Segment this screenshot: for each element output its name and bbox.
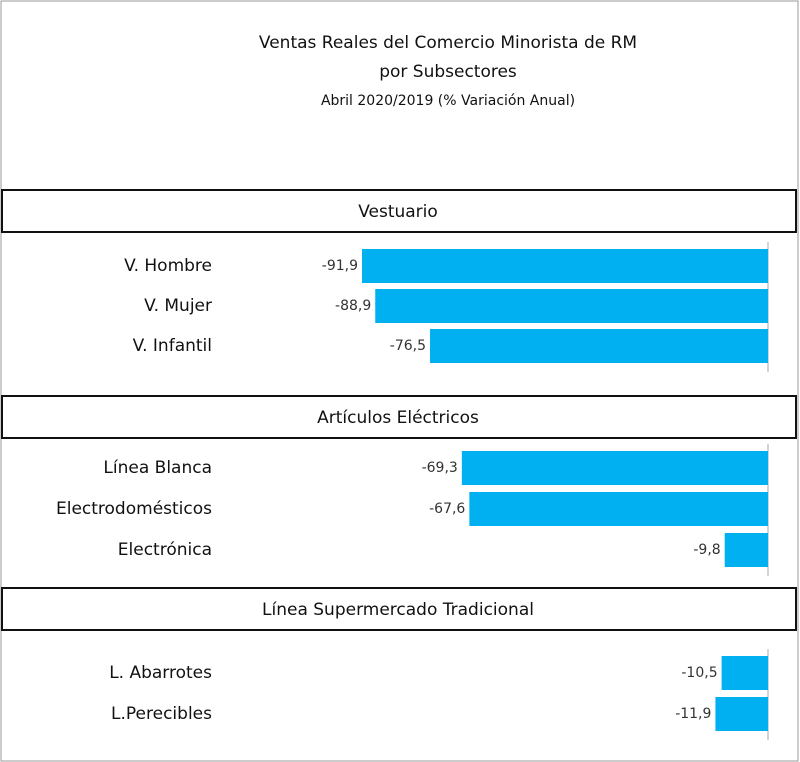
value-label: -67,6 xyxy=(429,501,465,517)
category-label: V. Hombre xyxy=(124,256,212,276)
group-header-box xyxy=(1,189,797,233)
bar xyxy=(375,289,768,323)
group-header: Línea Supermercado Tradicional xyxy=(262,600,534,620)
value-label: -91,9 xyxy=(322,258,358,274)
value-label: -88,9 xyxy=(335,298,371,314)
value-label: -76,5 xyxy=(390,338,426,354)
chart-title: Ventas Reales del Comercio Minorista de … xyxy=(259,33,637,53)
group-header: Artículos Eléctricos xyxy=(317,408,479,428)
category-label: Electrodomésticos xyxy=(56,499,212,519)
category-label: L.Perecibles xyxy=(111,704,212,724)
category-label: V. Mujer xyxy=(144,296,212,316)
bar xyxy=(715,697,768,731)
bar xyxy=(469,492,768,526)
group-header-box xyxy=(1,587,797,631)
value-label: -9,8 xyxy=(693,542,720,558)
bar xyxy=(430,329,768,363)
group-header: Vestuario xyxy=(358,202,438,222)
bar xyxy=(721,656,768,690)
value-label: -11,9 xyxy=(675,706,711,722)
chart-title-line2: por Subsectores xyxy=(379,62,517,82)
group-header-box xyxy=(1,395,797,439)
bar xyxy=(362,249,768,283)
value-label: -69,3 xyxy=(422,460,458,476)
category-label: V. Infantil xyxy=(133,336,212,356)
category-label: Línea Blanca xyxy=(103,458,212,478)
bar xyxy=(724,533,768,567)
value-label: -10,5 xyxy=(681,665,717,681)
chart-subtitle: Abril 2020/2019 (% Variación Anual) xyxy=(321,93,575,109)
category-label: Electrónica xyxy=(118,540,212,560)
category-label: L. Abarrotes xyxy=(109,663,212,683)
bar xyxy=(461,451,768,485)
